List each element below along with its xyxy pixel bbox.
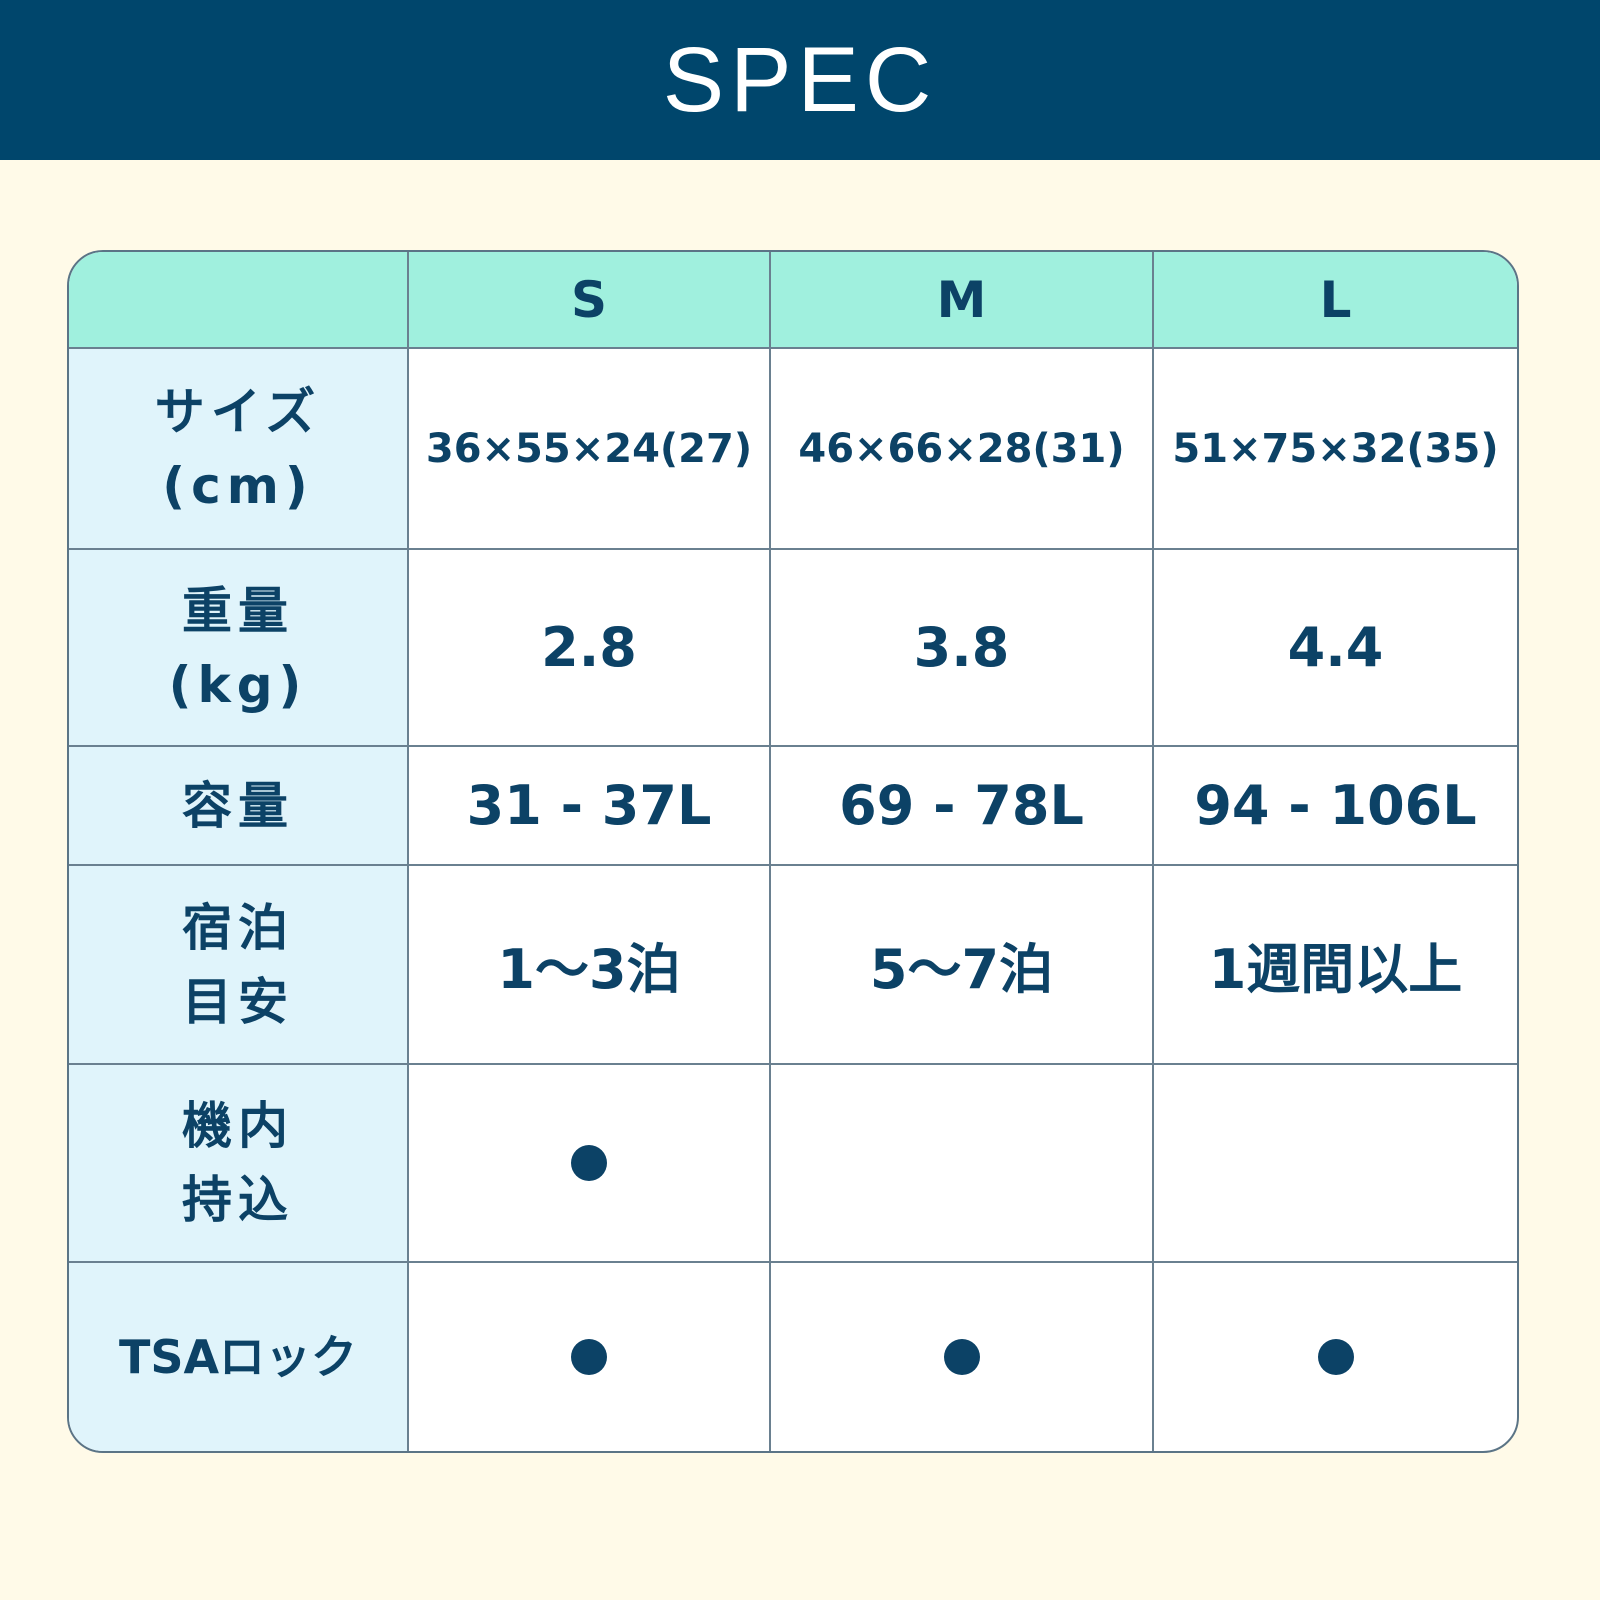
check-dot-icon (943, 1339, 980, 1375)
row-label-tsa-lock: TSAロック (69, 1263, 409, 1451)
carry-on-m (771, 1065, 1154, 1263)
column-header-l: L (1154, 252, 1517, 349)
size-s: 36×55×24(27) (409, 349, 771, 550)
row-label-weight: 重量 (kg) (69, 550, 409, 747)
check-dot-icon (571, 1145, 607, 1181)
nights-l: 1週間以上 (1154, 866, 1517, 1065)
row-label-carry-on: 機内 持込 (69, 1065, 409, 1263)
nights-s: 1〜3泊 (409, 866, 771, 1065)
column-header-s: S (409, 252, 771, 349)
carry-on-s (409, 1065, 771, 1263)
carry-on-l (1154, 1065, 1517, 1263)
size-l: 51×75×32(35) (1154, 349, 1517, 550)
tsa-lock-l (1154, 1263, 1517, 1451)
page-title: SPEC (662, 28, 938, 131)
capacity-m: 69 - 78L (771, 747, 1154, 866)
nights-m: 5〜7泊 (771, 866, 1154, 1065)
row-label-capacity: 容量 (69, 747, 409, 866)
tsa-lock-m (771, 1263, 1154, 1451)
corner-cell (69, 252, 409, 349)
weight-l: 4.4 (1154, 550, 1517, 747)
capacity-l: 94 - 106L (1154, 747, 1517, 866)
spec-table: S M L サイズ (cm) 36×55×24(27) 46×66×28(31)… (67, 250, 1519, 1453)
check-dot-icon (571, 1339, 607, 1375)
header-banner: SPEC (0, 0, 1600, 160)
row-label-size: サイズ (cm) (69, 349, 409, 550)
column-header-m: M (771, 252, 1154, 349)
row-label-nights: 宿泊 目安 (69, 866, 409, 1065)
weight-m: 3.8 (771, 550, 1154, 747)
capacity-s: 31 - 37L (409, 747, 771, 866)
size-m: 46×66×28(31) (771, 349, 1154, 550)
weight-s: 2.8 (409, 550, 771, 747)
check-dot-icon (1317, 1339, 1354, 1375)
tsa-lock-s (409, 1263, 771, 1451)
